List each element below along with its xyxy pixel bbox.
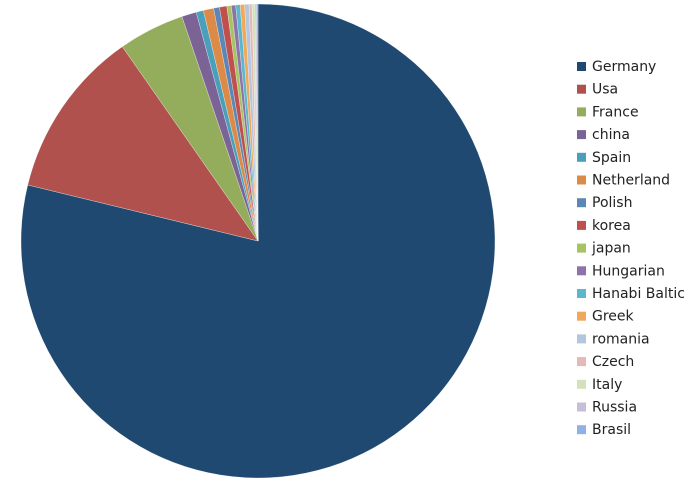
legend-swatch bbox=[577, 425, 586, 435]
legend-swatch bbox=[577, 266, 586, 276]
legend-label: Hungarian bbox=[592, 263, 665, 279]
legend-swatch bbox=[577, 107, 586, 117]
legend-label: Italy bbox=[592, 377, 622, 393]
legend-label: china bbox=[592, 127, 630, 143]
legend-swatch bbox=[577, 152, 586, 162]
legend-swatch bbox=[577, 84, 586, 94]
legend-swatch bbox=[577, 334, 586, 344]
legend-swatch bbox=[577, 357, 586, 367]
legend-label: Brasil bbox=[592, 422, 631, 438]
legend-swatch bbox=[577, 289, 586, 298]
legend-label: korea bbox=[592, 218, 631, 234]
pie-slice bbox=[256, 3, 259, 242]
legend-swatch bbox=[577, 379, 586, 389]
legend-label: Hanabi Baltic bbox=[592, 286, 685, 302]
legend-label: romania bbox=[592, 331, 650, 347]
legend-label: Netherland bbox=[592, 173, 670, 189]
legend-label: Czech bbox=[592, 354, 634, 370]
legend-swatch bbox=[577, 243, 586, 253]
legend-label: Usa bbox=[592, 82, 618, 98]
legend-label: Germany bbox=[592, 59, 656, 75]
legend-swatch bbox=[577, 198, 586, 208]
legend-label: Spain bbox=[592, 150, 631, 166]
legend-swatch bbox=[577, 175, 586, 185]
legend-swatch bbox=[577, 402, 586, 412]
legend-label: japan bbox=[591, 241, 631, 257]
legend-label: Russia bbox=[592, 400, 637, 416]
legend-swatch bbox=[577, 62, 586, 71]
legend-swatch bbox=[577, 130, 586, 140]
legend-swatch bbox=[577, 220, 586, 230]
legend-label: France bbox=[592, 104, 639, 120]
pie-slice bbox=[27, 46, 259, 242]
legend-label: Polish bbox=[592, 195, 632, 211]
legend-label: Greek bbox=[592, 309, 635, 325]
legend-swatch bbox=[577, 311, 586, 321]
